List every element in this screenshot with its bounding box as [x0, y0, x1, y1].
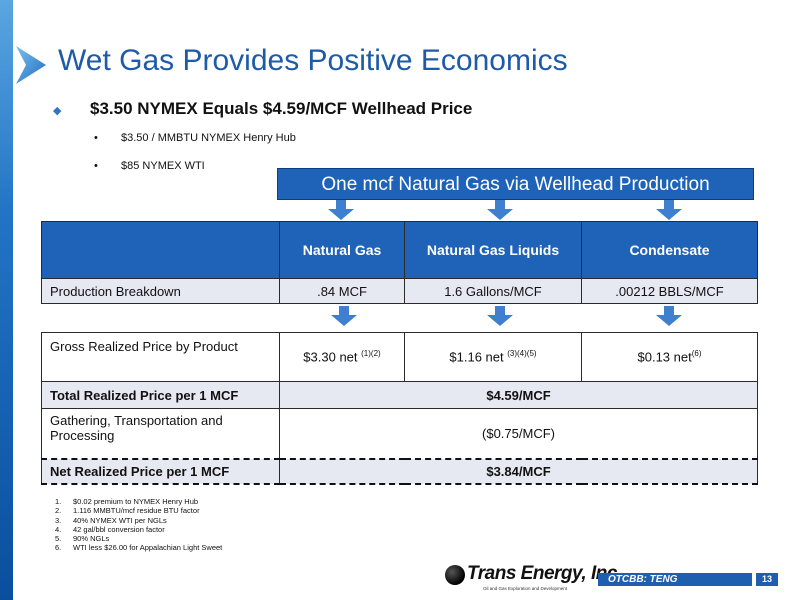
header-ngl: Natural Gas Liquids — [404, 221, 582, 279]
title-arrow-icon — [16, 46, 46, 84]
production-value: .84 MCF — [279, 278, 405, 304]
footnote-text: 42 gal/bbl conversion factor — [73, 524, 165, 534]
net-price-value: $3.84/MCF — [279, 457, 758, 485]
footnote: 5. 90% NGLs — [55, 534, 222, 543]
diamond-bullet-icon: ◆ — [53, 105, 62, 117]
footnote-ref: (3)(4)(5) — [507, 349, 537, 359]
gathering-value: ($0.75/MCF) — [279, 408, 758, 459]
logo-tagline: Oil and Gas Exploration and Development — [483, 586, 568, 591]
gross-price-cell: $1.16 net (3)(4)(5) — [404, 332, 582, 382]
logo-name: Trans Energy, Inc. — [467, 563, 622, 584]
production-breakdown-label: Production Breakdown — [41, 278, 280, 304]
main-bullet-text: $3.50 NYMEX Equals $4.59/MCF Wellhead Pr… — [90, 99, 473, 118]
down-arrow-icon — [487, 200, 513, 220]
footnote: 1. $0.02 premium to NYMEX Henry Hub — [55, 497, 222, 506]
down-arrow-icon — [331, 306, 357, 326]
gross-price-value: $3.30 net — [303, 349, 362, 365]
production-table: Natural Gas Natural Gas Liquids Condensa… — [41, 221, 758, 304]
wellhead-banner: One mcf Natural Gas via Wellhead Product… — [277, 168, 754, 200]
gross-price-value: $1.16 net — [449, 349, 508, 365]
production-value: 1.6 Gallons/MCF — [404, 278, 582, 304]
left-accent-bar — [0, 0, 13, 600]
footnote-num: 3. — [55, 515, 62, 525]
page-number: 13 — [756, 573, 778, 586]
logo-globe-icon — [445, 565, 465, 585]
footnote-text: $0.02 premium to NYMEX Henry Hub — [73, 497, 199, 506]
footnote: 4. 42 gal/bbl conversion factor — [55, 525, 222, 534]
footnote-num: 4. — [55, 524, 62, 534]
total-price-label: Total Realized Price per 1 MCF — [41, 381, 280, 409]
footnote-num: 5. — [55, 534, 62, 544]
bullet-dot-icon: • — [94, 132, 98, 144]
sub-bullet-text: $85 NYMEX WTI — [121, 160, 205, 172]
footnote-num: 1. — [55, 497, 62, 506]
down-arrow-icon — [656, 200, 682, 220]
net-price-label: Net Realized Price per 1 MCF — [41, 457, 280, 485]
footnote: 6. WTI less $26.00 for Appalachian Light … — [55, 543, 222, 552]
down-arrow-icon — [328, 200, 354, 220]
gross-price-cell: $0.13 net(6) — [581, 332, 758, 382]
footnote: 2. 1.116 MMBTU/mcf residue BTU factor — [55, 506, 222, 515]
footnote: 3. 40% NYMEX WTI per NGLs — [55, 516, 222, 525]
gross-price-label: Gross Realized Price by Product — [41, 332, 280, 382]
header-blank-cell — [41, 221, 280, 279]
footnote-text: 40% NYMEX WTI per NGLs — [73, 515, 167, 525]
ticker-badge: OTCBB: TENG — [598, 573, 752, 586]
footnotes: 1. $0.02 premium to NYMEX Henry Hub 2. 1.1… — [55, 497, 222, 553]
bullet-dot-icon: • — [94, 160, 98, 172]
page-title: Wet Gas Provides Positive Economics — [58, 44, 568, 77]
footnote-num: 6. — [55, 543, 62, 553]
footnote-num: 2. — [55, 506, 62, 516]
down-arrow-icon — [487, 306, 513, 326]
header-condensate: Condensate — [581, 221, 758, 279]
production-value: .00212 BBLS/MCF — [581, 278, 758, 304]
footnote-text: 90% NGLs — [73, 534, 110, 544]
gathering-label: Gathering, Transportation and Processing — [41, 408, 280, 459]
down-arrow-icon — [656, 306, 682, 326]
gross-price-cell: $3.30 net (1)(2) — [279, 332, 405, 382]
gross-price-value: $0.13 net — [637, 349, 692, 365]
footnote-text: WTI less $26.00 for Appalachian Light Sw… — [73, 543, 223, 553]
total-price-value: $4.59/MCF — [279, 381, 758, 409]
header-natural-gas: Natural Gas — [279, 221, 405, 279]
footnote-ref: (6) — [691, 349, 702, 359]
price-table: Gross Realized Price by Product $3.30 ne… — [41, 332, 758, 485]
footnote-text: 1.116 MMBTU/mcf residue BTU factor — [73, 506, 200, 516]
footnote-ref: (1)(2) — [361, 349, 381, 359]
sub-bullet-text: $3.50 / MMBTU NYMEX Henry Hub — [121, 132, 296, 144]
